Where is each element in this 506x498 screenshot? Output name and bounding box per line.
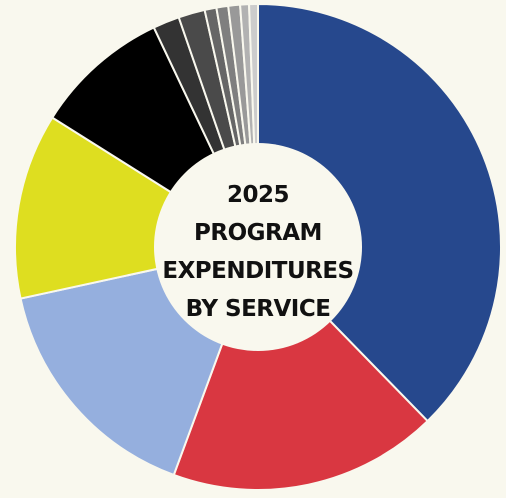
- donut-center: [154, 143, 362, 351]
- title-line-3: EXPENDITURES: [162, 258, 353, 284]
- title-line-2: PROGRAM: [194, 220, 322, 246]
- pie-slice-1: [257, 2, 502, 423]
- title-line-4: BY SERVICE: [186, 296, 331, 322]
- chart-title: 2025 PROGRAM EXPENDITURES BY SERVICE: [162, 182, 354, 322]
- title-line-1: 2025: [227, 182, 289, 208]
